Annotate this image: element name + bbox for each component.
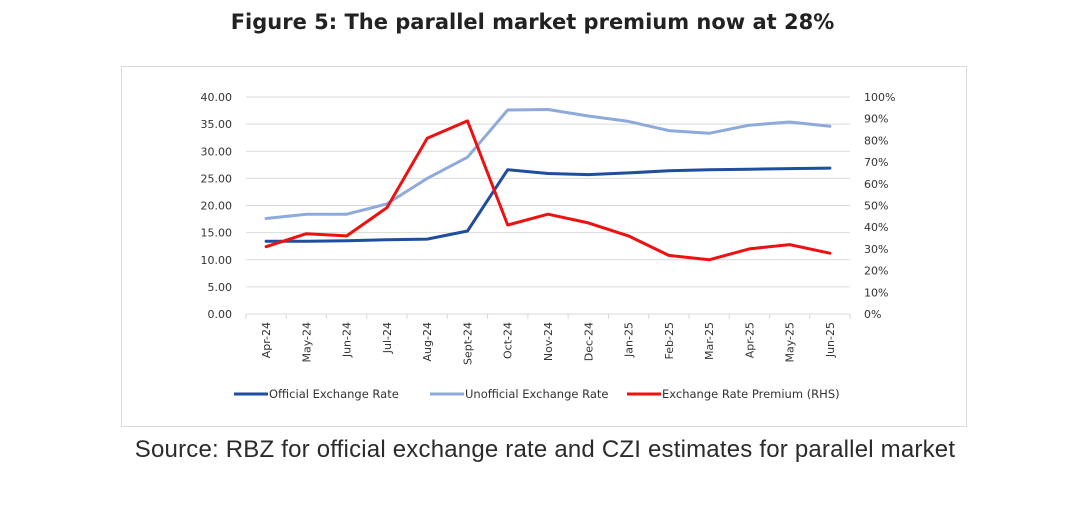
line-chart: 0.00 5.00 10.00 15.00 20.00 25.00 30.00 35.00 40…: [201, 91, 896, 401]
series-line-3: [264, 119, 832, 262]
y-tick-label: 0.00: [208, 308, 233, 321]
x-tick-label: Nov-24: [542, 322, 555, 361]
x-tick-label: Jun-24: [341, 322, 354, 358]
y-tick-label: 10.00: [201, 254, 233, 267]
y2-tick-label: 60%: [864, 178, 888, 191]
source-note: Source: RBZ for official exchange rate a…: [134, 436, 956, 463]
legend-label: Official Exchange Rate: [269, 387, 399, 401]
x-tick-label: Aug-24: [421, 322, 434, 361]
legend-label: Unofficial Exchange Rate: [465, 387, 609, 401]
y-tick-label: 5.00: [208, 281, 233, 294]
x-tick-label: Jun-25: [824, 322, 837, 358]
legend: Official Exchange Rate Unofficial Exchang…: [234, 387, 840, 401]
y2-tick-label: 80%: [864, 134, 888, 147]
x-tick-label: Mar-25: [703, 322, 716, 360]
y2-tick-label: 90%: [864, 113, 888, 126]
y2-tick-label: 100%: [864, 91, 895, 104]
right-axis: 0% 10% 20% 30% 40% 50% 60% 70% 80% 90% 100%: [864, 91, 895, 321]
series-line-1: [264, 166, 832, 243]
x-tick-label: May-25: [784, 322, 797, 363]
x-tick-label: Apr-25: [743, 322, 756, 358]
x-tick-label: Jul-24: [381, 322, 394, 354]
legend-label: Exchange Rate Premium (RHS): [662, 387, 840, 401]
x-axis: Apr-24 May-24 Jun-24 Jul-24 Aug-24 Sept-24 Oct…: [245, 313, 851, 365]
series-lines: [264, 108, 832, 262]
y2-tick-label: 50%: [864, 200, 888, 213]
y2-tick-label: 10%: [864, 286, 888, 299]
x-tick-label: Dec-24: [582, 322, 595, 361]
x-tick-label: Apr-24: [260, 322, 273, 358]
y-tick-label: 35.00: [201, 118, 233, 131]
x-tick-label: Oct-24: [502, 322, 515, 359]
y2-tick-label: 0%: [864, 308, 881, 321]
x-tick-label: May-24: [300, 322, 313, 363]
series-line-2: [264, 108, 832, 220]
y-tick-label: 20.00: [201, 200, 233, 213]
y-tick-label: 25.00: [201, 172, 233, 185]
y-tick-label: 40.00: [201, 91, 233, 104]
y-tick-label: 30.00: [201, 145, 233, 158]
left-axis: 0.00 5.00 10.00 15.00 20.00 25.00 30.00 35.00 40…: [201, 91, 233, 321]
gridlines: [246, 96, 850, 288]
figure-title: Figure 5: The parallel market premium no…: [230, 10, 835, 34]
y2-tick-label: 40%: [864, 221, 888, 234]
x-tick-label: Sept-24: [461, 322, 474, 365]
y2-tick-label: 70%: [864, 156, 888, 169]
x-tick-label: Feb-25: [663, 322, 676, 359]
chart-frame: 0.00 5.00 10.00 15.00 20.00 25.00 30.00 35.00 40…: [121, 66, 967, 427]
y2-tick-label: 20%: [864, 265, 888, 278]
x-tick-label: Jan-25: [623, 322, 636, 358]
y-tick-label: 15.00: [201, 227, 233, 240]
y2-tick-label: 30%: [864, 243, 888, 256]
